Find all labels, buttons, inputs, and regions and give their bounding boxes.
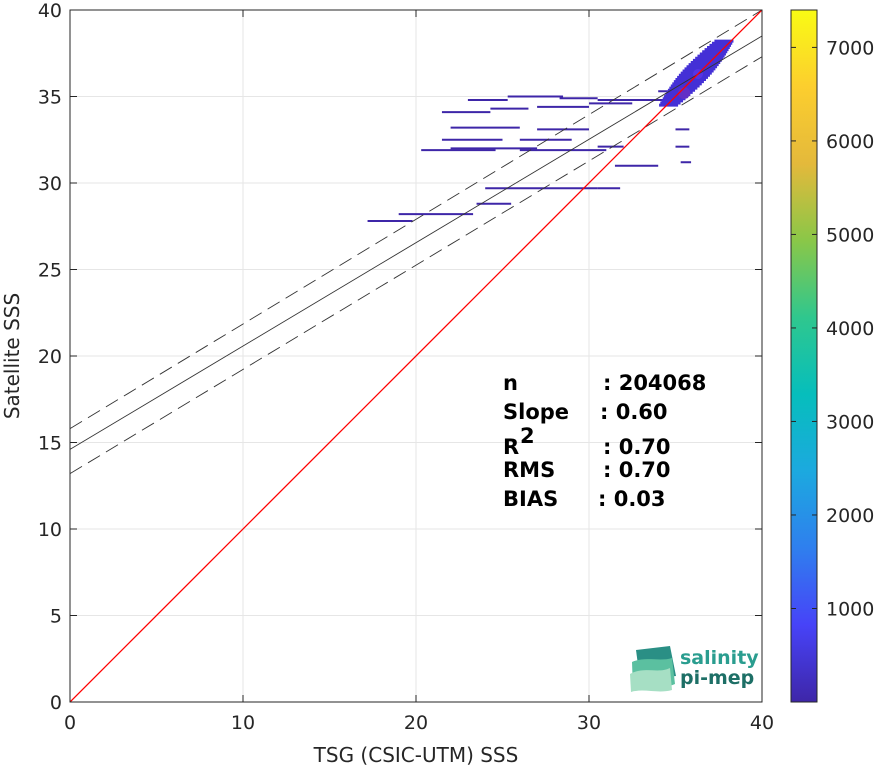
y-tick-label: 10 bbox=[38, 519, 62, 541]
reference-lines bbox=[70, 10, 762, 702]
colorbar-tick-label: 6000 bbox=[826, 131, 874, 153]
regression-line bbox=[70, 35, 762, 450]
y-tick-label: 25 bbox=[38, 260, 62, 282]
colorbar-ticks: 1000 2000 3000 4000 5000 6000 7000 bbox=[791, 37, 874, 620]
stat-label: R bbox=[503, 435, 519, 459]
x-tick-label: 10 bbox=[231, 712, 255, 734]
statistics-box: n : 204068 Slope : 0.60 R 2 : 0.70 RMS : 0.70 BIA… bbox=[503, 371, 706, 511]
x-tick-label: 20 bbox=[404, 712, 428, 734]
stat-label: RMS bbox=[503, 458, 555, 482]
y-axis-label: Satellite SSS bbox=[0, 293, 24, 419]
y-axis-ticks: 0 5 10 15 20 25 30 35 40 bbox=[38, 0, 762, 714]
stat-value: : 0.70 bbox=[603, 435, 671, 459]
colorbar: 1000 2000 3000 4000 5000 6000 7000 bbox=[790, 9, 874, 703]
x-tick-label: 30 bbox=[577, 712, 601, 734]
stat-label: Slope bbox=[503, 400, 569, 424]
colorbar-gradient bbox=[790, 9, 818, 703]
colorbar-tick-label: 7000 bbox=[826, 37, 874, 59]
stat-value: : 0.03 bbox=[598, 487, 666, 511]
colorbar-tick-label: 4000 bbox=[826, 318, 874, 340]
stat-value: : 204068 bbox=[603, 371, 706, 395]
stat-label: BIAS bbox=[503, 487, 558, 511]
y-tick-label: 15 bbox=[38, 433, 62, 455]
x-tick-label: 0 bbox=[64, 712, 76, 734]
identity-line bbox=[70, 10, 762, 702]
y-tick-label: 30 bbox=[38, 173, 62, 195]
density-peak bbox=[678, 87, 691, 100]
stat-label: n bbox=[503, 371, 518, 395]
salinity-pi-mep-logo: salinity pi-mep bbox=[630, 646, 759, 692]
x-tick-label: 40 bbox=[750, 712, 774, 734]
y-tick-label: 5 bbox=[50, 606, 62, 628]
stat-value: : 0.60 bbox=[600, 400, 668, 424]
x-axis-ticks: 0 10 20 30 40 bbox=[64, 10, 774, 734]
colorbar-tick-label: 1000 bbox=[826, 598, 874, 620]
upper-bound-line bbox=[70, 10, 762, 430]
y-tick-label: 20 bbox=[38, 346, 62, 368]
stat-label-superscript: 2 bbox=[520, 424, 535, 448]
logo-wave-layer-3 bbox=[630, 668, 672, 692]
x-axis-label: TSG (CSIC-UTM) SSS bbox=[313, 743, 519, 767]
y-tick-label: 35 bbox=[38, 87, 62, 109]
y-tick-label: 0 bbox=[50, 692, 62, 714]
colorbar-tick-label: 2000 bbox=[826, 505, 874, 527]
logo-text-salinity: salinity bbox=[680, 647, 759, 669]
y-tick-label: 40 bbox=[38, 0, 62, 22]
stat-value: : 0.70 bbox=[603, 458, 671, 482]
logo-text-pi-mep: pi-mep bbox=[680, 667, 754, 689]
colorbar-tick-label: 5000 bbox=[826, 224, 874, 246]
colorbar-tick-label: 3000 bbox=[826, 411, 874, 433]
